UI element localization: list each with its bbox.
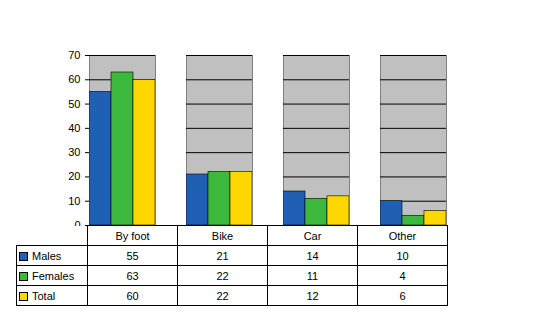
html-text:10: 10: [396, 249, 409, 262]
html-text:6: 6: [399, 289, 406, 302]
svg-text:50: 50: [68, 98, 80, 110]
html-text:By foot: By foot: [115, 229, 150, 242]
svg-text:20: 20: [68, 170, 80, 182]
html-text:4: 4: [399, 269, 406, 282]
html-text:60: 60: [126, 289, 139, 302]
html-text:Car: Car: [303, 229, 322, 242]
html-text:Total: Total: [32, 289, 56, 302]
html-text:Males: Males: [32, 249, 62, 262]
html-text:Females: Females: [32, 269, 75, 282]
svg-text:70: 70: [68, 49, 80, 61]
html-text:22: 22: [216, 269, 229, 282]
html-text:Other: Other: [388, 229, 417, 242]
html-text:55: 55: [126, 249, 139, 262]
svg-text:40: 40: [68, 122, 80, 134]
svg-text:60: 60: [68, 73, 80, 85]
html-text:12: 12: [306, 289, 319, 302]
svg-text:10: 10: [68, 195, 80, 207]
html-text:11: 11: [306, 269, 319, 282]
html-text:Bike: Bike: [211, 229, 234, 242]
html-text:22: 22: [216, 289, 229, 302]
svg-text:30: 30: [68, 146, 80, 158]
html-text:63: 63: [126, 269, 139, 282]
html-text:14: 14: [306, 249, 319, 262]
html-text:21: 21: [216, 249, 229, 262]
